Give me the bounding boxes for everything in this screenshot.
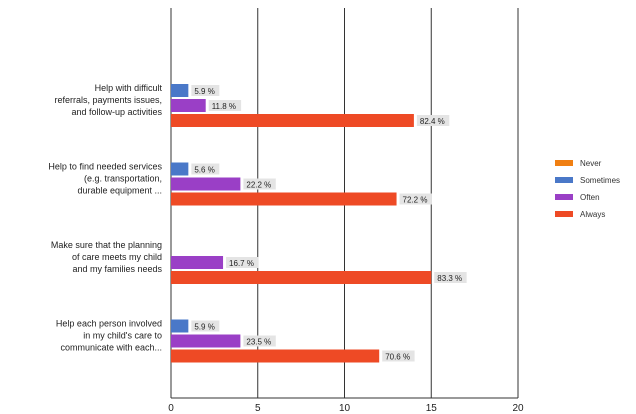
value-label-bg [191,85,220,96]
value-label: 16.7 % [229,259,254,268]
category-label: Make sure that the planning of care meets… [51,240,163,274]
value-label-bg [243,178,276,190]
bar-sometimes [171,162,189,176]
value-label: 70.6 % [385,353,410,362]
legend-label: Never [580,159,602,168]
legend-label: Sometimes [580,176,620,185]
bar-sometimes [171,319,189,333]
legend-swatch-often [555,194,573,200]
value-label-bg [399,193,432,205]
bar-always [171,114,414,127]
category-label: Help each person involved in my child's c… [56,319,162,353]
value-label-bg [191,320,220,332]
value-label-bg [382,350,415,362]
value-label-bg [191,163,220,175]
value-label: 5.6 % [194,166,214,175]
value-label: 82.4 % [420,117,445,126]
value-label: 23.5 % [246,338,271,347]
bar-often [171,256,224,269]
value-label-bg [243,335,276,347]
value-label: 22.2 % [246,181,271,190]
x-tick-label: 5 [255,403,261,414]
bar-often [171,99,206,112]
value-label: 72.2 % [403,196,428,205]
bar-always [171,271,432,284]
bar-always [171,349,380,363]
value-label-bg [208,100,242,111]
x-tick-label: 15 [426,403,438,414]
value-labels: 5.9 % 11.8 % 82.4 % 5.6 % 22.2 % 72.2 % 16.7 %… [191,85,467,362]
legend-label: Often [580,193,600,202]
category-label: Help to find needed services (e.g. transp… [48,162,162,196]
value-label-bg [416,115,450,126]
bar-sometimes [171,84,189,97]
legend-swatch-always [555,211,573,217]
value-label-bg [226,257,259,268]
value-label-bg [434,272,467,283]
legend: Never Sometimes Often Always [555,159,620,219]
category-labels: Help with difficult referrals, payments i… [48,83,162,353]
bar-often [171,334,241,348]
x-tick-label: 20 [512,403,524,414]
x-tick-label: 10 [339,403,351,414]
value-label: 11.8 % [212,102,236,111]
category-label: Help with difficult referrals, payments i… [54,83,162,117]
x-tick-label: 0 [168,403,174,414]
bar-always [171,192,397,206]
bar-often [171,177,241,191]
x-axis-ticks: 0 5 10 15 20 [168,403,524,414]
value-label: 5.9 % [194,87,214,96]
legend-label: Always [580,210,605,219]
value-label: 5.9 % [194,323,214,332]
legend-swatch-never [555,160,573,166]
value-label: 83.3 % [437,274,462,283]
legend-swatch-sometimes [555,177,573,183]
bars [171,84,432,363]
